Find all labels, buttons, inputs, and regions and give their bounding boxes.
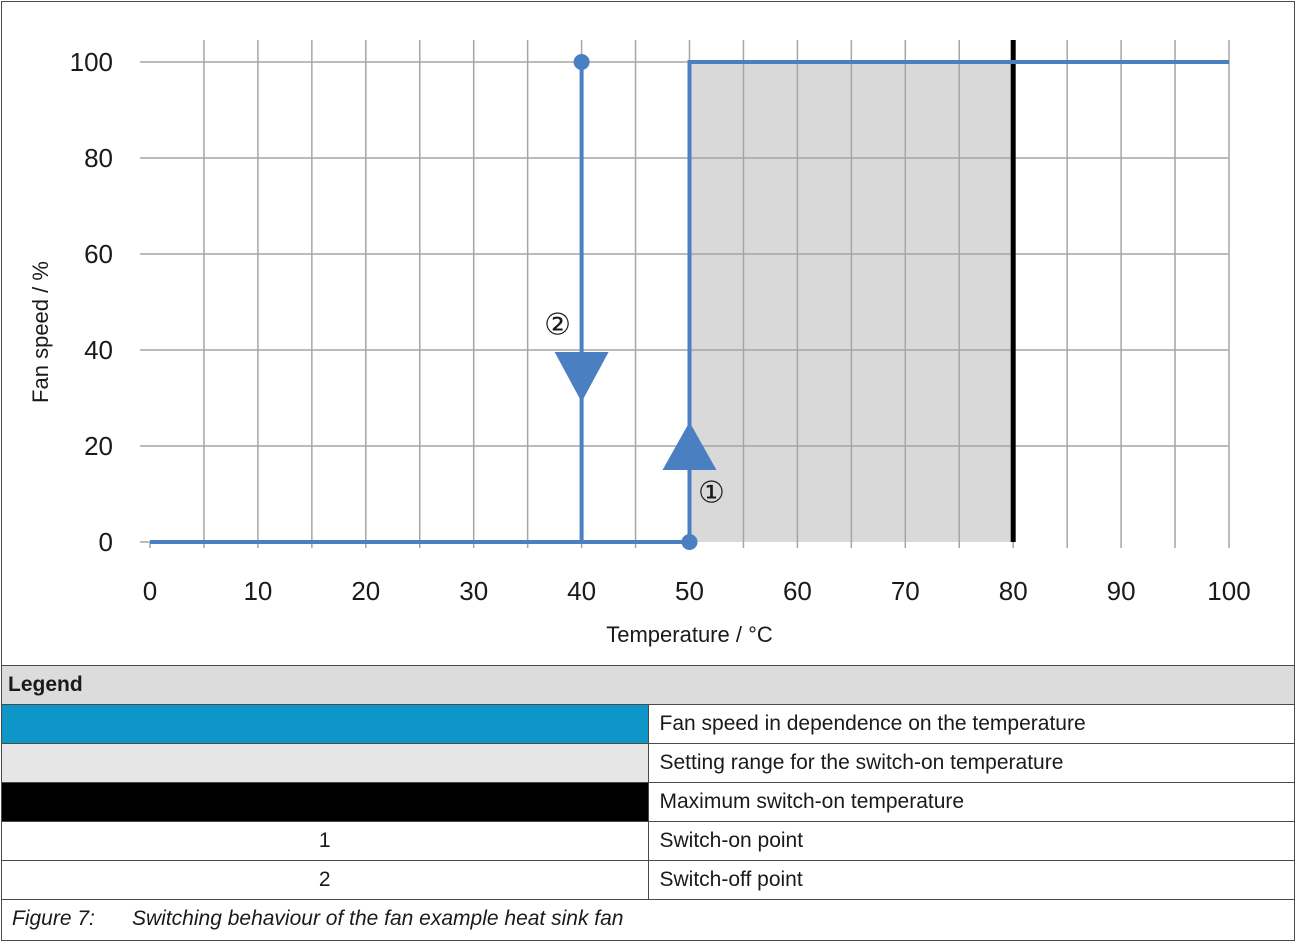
legend-swatch-fan-speed xyxy=(1,704,649,744)
x-tick-label: 60 xyxy=(783,576,812,606)
legend-header-row: Legend xyxy=(1,665,1295,705)
y-axis-label: Fan speed / % xyxy=(28,261,53,403)
switch-on-label: ① xyxy=(698,476,725,511)
y-tick-label: 0 xyxy=(99,527,113,557)
x-tick-label: 80 xyxy=(999,576,1028,606)
legend-text: Fan speed in dependence on the temperatu… xyxy=(647,704,1295,744)
y-tick-label: 100 xyxy=(70,47,113,77)
legend-swatch-setting-range xyxy=(1,743,649,783)
arrow-down-icon xyxy=(554,352,609,402)
x-tick-label: 70 xyxy=(891,576,920,606)
caption-text: Switching behaviour of the fan example h… xyxy=(132,907,624,930)
x-tick-label: 90 xyxy=(1107,576,1136,606)
x-tick-label: 50 xyxy=(675,576,704,606)
legend-key-1: 1 xyxy=(1,821,649,861)
legend-text: Maximum switch-on temperature xyxy=(647,782,1295,822)
y-tick-label: 20 xyxy=(84,431,113,461)
y-tick-label: 80 xyxy=(84,143,113,173)
caption-number: Figure 7: xyxy=(12,907,95,930)
arrow-up-icon xyxy=(662,422,717,470)
x-axis-label: Temperature / °C xyxy=(606,622,773,647)
legend-title: Legend xyxy=(1,665,1295,705)
legend-table: Legend Fan speed in dependence on the te… xyxy=(1,665,1295,900)
legend-swatch-max-temp xyxy=(1,782,649,822)
legend-key-2: 2 xyxy=(1,860,649,900)
legend-row: 1 Switch-on point xyxy=(1,821,1295,861)
switch-on-point xyxy=(681,534,698,550)
fan-speed-heating-line xyxy=(150,60,1229,544)
y-tick-label: 40 xyxy=(84,335,113,365)
y-tick-label: 60 xyxy=(84,239,113,269)
legend-text: Switch-off point xyxy=(647,860,1295,900)
x-tick-label: 100 xyxy=(1207,576,1250,606)
legend-row: 2 Switch-off point xyxy=(1,860,1295,900)
legend-row: Maximum switch-on temperature xyxy=(1,782,1295,822)
figure-caption: Figure 7: Switching behaviour of the fan … xyxy=(1,901,1295,941)
legend-text: Setting range for the switch-on temperat… xyxy=(647,743,1295,783)
legend-text: Switch-on point xyxy=(647,821,1295,861)
fan-speed-chart: ① ② 0 10 20 30 40 50 60 70 80 90 100 0 20 40 60 80 100 Temp… xyxy=(28,40,1251,647)
x-tick-label: 20 xyxy=(351,576,380,606)
x-tick-label: 0 xyxy=(143,576,157,606)
x-tick-label: 10 xyxy=(243,576,272,606)
switch-off-label: ② xyxy=(544,308,571,343)
switch-off-point xyxy=(573,54,590,70)
x-tick-label: 30 xyxy=(459,576,488,606)
x-tick-label: 40 xyxy=(567,576,596,606)
legend-row: Setting range for the switch-on temperat… xyxy=(1,743,1295,783)
legend-row: Fan speed in dependence on the temperatu… xyxy=(1,704,1295,744)
